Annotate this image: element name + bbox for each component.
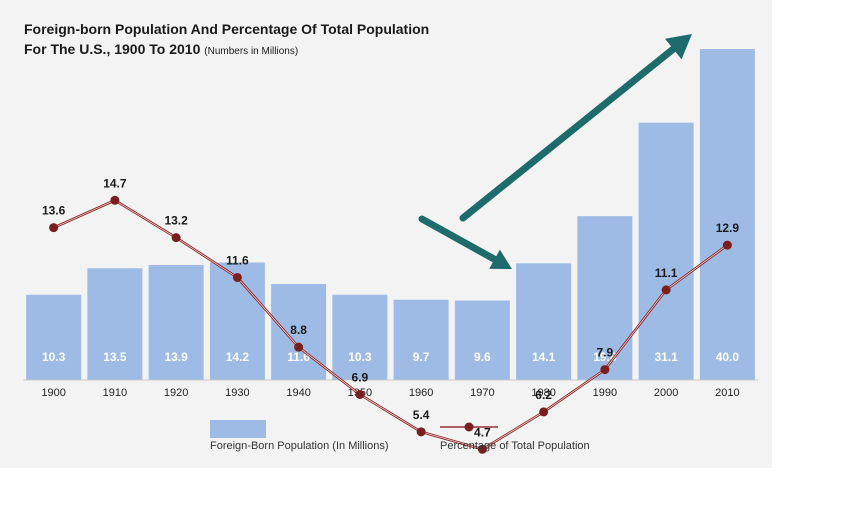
x-tick-label: 1900 <box>41 387 65 399</box>
x-tick-label: 2000 <box>654 387 678 399</box>
legend-line-swatch <box>440 422 498 432</box>
bar-value-label: 11.6 <box>287 350 310 364</box>
legend-bar-swatch <box>210 420 266 438</box>
line-point-2010 <box>722 240 732 250</box>
x-tick-label: 1960 <box>409 387 433 399</box>
line-point-1900 <box>49 223 59 233</box>
line-point-1920 <box>171 233 181 243</box>
line-value-label: 6.9 <box>352 370 369 384</box>
x-tick-label: 1990 <box>593 387 617 399</box>
line-value-label: 11.1 <box>655 266 678 280</box>
line-value-label: 7.9 <box>597 346 614 360</box>
bar-value-label: 9.7 <box>413 350 430 364</box>
bar-1910 <box>87 268 143 380</box>
trend-arrow-shaft <box>459 45 677 222</box>
line-value-label: 11.6 <box>226 253 249 267</box>
bar-1980 <box>516 263 572 380</box>
chart-title-line2-text: For The U.S., 1900 To 2010 <box>24 41 201 57</box>
line-point-1990 <box>600 365 610 375</box>
x-tick-label: 1980 <box>531 387 555 399</box>
bar-value-label: 13.5 <box>103 350 127 364</box>
bar-1970 <box>454 300 510 380</box>
chart-title-line2: For The U.S., 1900 To 2010 (Numbers in M… <box>24 39 429 62</box>
x-tick-label: 1970 <box>470 387 494 399</box>
line-value-label: 13.2 <box>164 214 188 228</box>
bar-1950 <box>332 294 388 380</box>
line-point-1980 <box>539 407 549 417</box>
line-point-1960 <box>416 427 426 437</box>
bar-1920 <box>148 264 204 380</box>
bar-value-label: 14.1 <box>532 350 556 364</box>
line-value-label: 8.8 <box>290 323 307 337</box>
line-point-1940 <box>294 342 304 352</box>
legend-line-label: Percentage of Total Population <box>440 440 590 452</box>
chart-title-note: (Numbers in Millions) <box>204 46 299 57</box>
trend-arrow-head <box>665 34 692 60</box>
x-tick-label: 1920 <box>164 387 188 399</box>
bar-1960 <box>393 299 449 380</box>
x-tick-label: 1930 <box>225 387 249 399</box>
bar-value-label: 14.2 <box>226 350 250 364</box>
bar-value-label: 31.1 <box>654 350 678 364</box>
chart-title: Foreign-born Population And Percentage O… <box>24 19 429 62</box>
line-value-label: 13.6 <box>42 204 66 218</box>
bar-value-label: 9.6 <box>474 350 491 364</box>
bar-value-label: 40.0 <box>716 350 740 364</box>
line-value-label: 5.4 <box>413 408 430 422</box>
line-value-label: 14.7 <box>103 176 127 190</box>
line-point-2000 <box>661 285 671 295</box>
pointer-arrow-head <box>489 249 512 269</box>
bar-value-label: 13.9 <box>164 350 188 364</box>
legend-bar-label: Foreign-Born Population (In Millions) <box>210 440 389 452</box>
line-point-1910 <box>110 195 120 205</box>
line-point-1970 <box>477 444 487 454</box>
bar-value-label: 10.3 <box>348 350 372 364</box>
x-tick-label: 2010 <box>715 387 739 399</box>
bar-1940 <box>271 284 327 380</box>
bar-value-label: 10.3 <box>42 350 66 364</box>
line-value-label: 12.9 <box>716 221 740 235</box>
line-value-label: 6.2 <box>535 388 552 402</box>
bar-1930 <box>209 262 265 380</box>
bar-2000 <box>638 122 694 381</box>
line-series-highlight <box>53 199 728 450</box>
x-tick-label: 1940 <box>286 387 310 399</box>
x-tick-label: 1910 <box>103 387 127 399</box>
line-value-label: 4.7 <box>474 425 491 439</box>
pointer-arrow-shaft <box>418 215 499 263</box>
line-point-1930 <box>232 272 242 282</box>
bar-1900 <box>26 294 82 380</box>
bar-1990 <box>577 216 633 380</box>
chart-title-line1: Foreign-born Population And Percentage O… <box>24 21 430 37</box>
line-point-1950 <box>355 389 365 399</box>
bar-2010 <box>699 49 755 380</box>
